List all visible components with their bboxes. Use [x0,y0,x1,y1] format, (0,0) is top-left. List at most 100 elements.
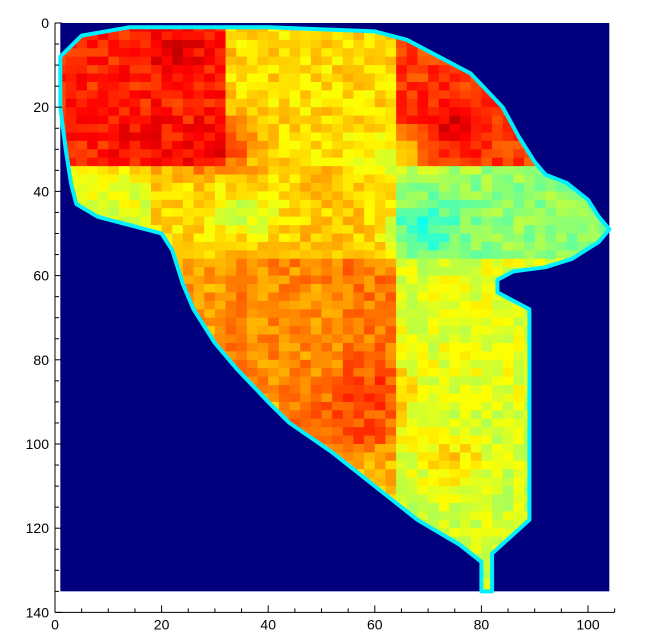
heatmap-cell [609,242,620,251]
heatmap-cell [556,199,568,209]
heatmap-cell [129,157,141,167]
heatmap-cell [310,250,323,260]
heatmap-cell [214,208,227,218]
heatmap-cell [86,90,99,100]
heatmap-cell [481,107,493,117]
heatmap-cell [396,258,408,268]
heatmap-cell [385,275,397,285]
heatmap-cell [278,115,291,125]
heatmap-cell [513,208,525,218]
x-tick-label: 100 [576,616,600,632]
heatmap-cell [513,418,525,428]
heatmap-cell [257,284,269,294]
heatmap-cell [257,317,269,327]
heatmap-cell [460,317,472,327]
heatmap-cell [374,174,387,184]
heatmap-cell [321,275,333,285]
heatmap-cell [438,166,451,176]
heatmap-cell [385,39,397,49]
heatmap-cell [428,292,440,302]
heatmap-cell [150,124,163,134]
heatmap-cell [97,98,109,108]
heatmap-cell [513,385,525,395]
heatmap-cell [321,359,333,369]
heatmap-cell [76,107,88,117]
heatmap-cell [236,98,248,108]
heatmap-cell [481,561,493,571]
heatmap-cell [172,65,184,75]
heatmap-cell [118,199,131,209]
heatmap-cell [417,342,429,352]
heatmap-cell [236,166,248,176]
heatmap-cell [449,225,461,235]
heatmap-cell [385,469,397,479]
heatmap-cell [161,140,173,150]
heatmap-cell [481,284,493,294]
heatmap-cell [385,351,397,361]
heatmap-cell [609,461,620,470]
heatmap-cell [406,166,419,176]
heatmap-cell [193,233,205,243]
heatmap-cell [438,477,451,487]
heatmap-cell [289,342,301,352]
heatmap-cell [236,225,248,235]
heatmap-cell [246,166,259,176]
heatmap-cell [609,208,620,217]
heatmap-cell [470,536,482,546]
heatmap-cell [268,300,280,310]
heatmap-cell [492,132,504,142]
heatmap-cell [428,511,440,521]
heatmap-cell [396,182,408,192]
heatmap-cell [385,410,397,420]
heatmap-cell [438,334,451,344]
heatmap-cell [289,385,301,395]
heatmap-cell [140,149,152,159]
heatmap-cell [332,385,344,395]
heatmap-cell [278,368,291,378]
heatmap-cell [460,250,472,260]
heatmap-cell [481,435,493,445]
heatmap-cell [460,309,472,319]
heatmap-cell [257,182,269,192]
heatmap-cell [428,385,440,395]
heatmap-cell [417,250,429,260]
heatmap-cell [246,124,259,134]
heatmap-cell [342,124,355,134]
heatmap-cell [268,385,280,395]
heatmap-cell [246,56,259,66]
heatmap-cell [321,292,333,302]
heatmap-cell [161,39,173,49]
heatmap-cell [342,326,355,336]
heatmap-cell [492,317,504,327]
heatmap-cell [225,73,237,83]
heatmap-cell [193,216,205,226]
heatmap-cell [524,174,536,184]
heatmap-cell [406,149,419,159]
heatmap-cell [374,452,387,462]
heatmap-cell [385,115,397,125]
heatmap-cell [161,81,173,91]
heatmap-cell [534,225,546,235]
y-tick-label: 20 [33,99,49,115]
heatmap-cell [438,199,451,209]
heatmap-cell [481,401,493,411]
heatmap-cell [268,132,280,142]
heatmap-cell [460,300,472,310]
heatmap-cell [172,73,184,83]
heatmap-cell [609,191,620,200]
heatmap-cell [353,359,365,369]
heatmap-cell [460,486,472,496]
heatmap-cell [65,166,77,176]
heatmap-cell [460,73,472,83]
heatmap-cell [97,182,109,192]
heatmap-cell [481,519,493,529]
heatmap-cell [513,469,525,479]
heatmap-cell [332,115,344,125]
heatmap-cell [438,469,451,479]
heatmap-cell [374,292,387,302]
heatmap-cell [481,115,493,125]
heatmap-cell [353,225,365,235]
heatmap-cell [321,73,333,83]
heatmap-cell [417,502,429,512]
heatmap-cell [449,317,461,327]
